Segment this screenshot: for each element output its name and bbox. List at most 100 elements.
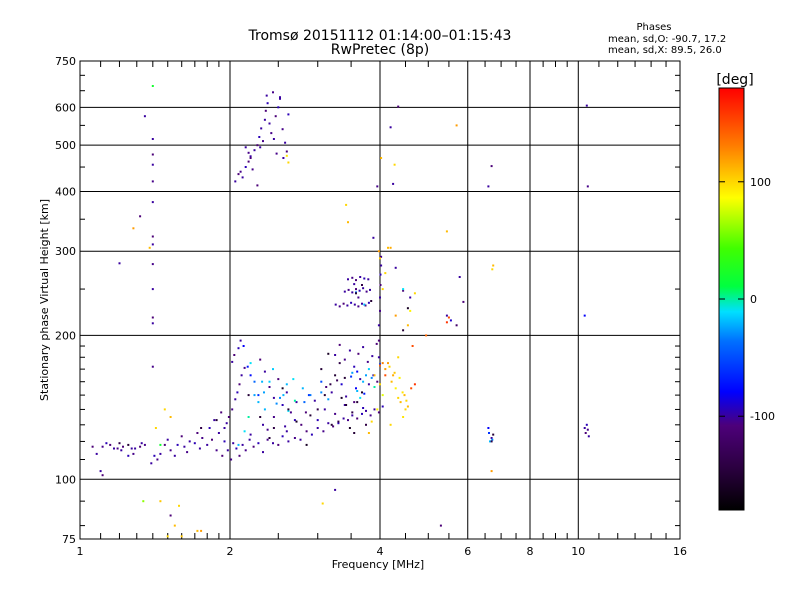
data-point: [357, 352, 360, 355]
data-point: [327, 422, 330, 425]
data-point: [403, 394, 406, 397]
data-point: [439, 524, 442, 527]
data-point: [585, 104, 588, 107]
data-point: [237, 347, 240, 350]
phases-x-stats: mean, sd,X: 89.5, 26.0: [608, 45, 722, 56]
data-point: [363, 392, 366, 395]
data-point: [307, 394, 310, 397]
data-point: [361, 284, 363, 286]
data-point: [277, 443, 280, 446]
data-point: [221, 454, 224, 457]
data-point: [299, 438, 302, 441]
data-point: [359, 276, 362, 278]
data-point: [343, 376, 346, 379]
data-point: [338, 362, 341, 365]
data-point: [268, 380, 271, 383]
data-point: [293, 419, 296, 422]
data-point: [330, 423, 333, 426]
data-point: [206, 443, 209, 446]
data-point: [247, 160, 250, 163]
data-point: [394, 266, 397, 269]
data-point: [380, 264, 383, 267]
data-point: [279, 97, 281, 100]
data-point: [491, 438, 494, 441]
data-point: [425, 334, 428, 337]
x-axis-label: Frequency [MHz]: [332, 558, 424, 571]
data-point: [384, 272, 387, 275]
colorbar-label: [deg]: [716, 72, 753, 88]
data-point: [345, 203, 348, 206]
data-point: [375, 342, 378, 345]
data-point: [262, 423, 264, 426]
data-point: [285, 391, 288, 394]
data-point: [353, 401, 356, 404]
data-point: [381, 362, 384, 365]
data-point: [132, 227, 135, 230]
data-point: [262, 140, 264, 143]
x-tick-label: 10: [571, 545, 585, 558]
data-point: [332, 425, 335, 428]
data-point: [180, 535, 183, 538]
data-point: [231, 360, 234, 363]
data-point: [356, 401, 359, 404]
data-point: [586, 185, 589, 188]
data-point: [490, 470, 493, 473]
data-point: [343, 404, 346, 406]
data-point: [249, 374, 252, 377]
data-point: [334, 354, 337, 356]
data-point: [369, 288, 371, 291]
data-point: [266, 438, 269, 441]
data-point: [362, 380, 365, 383]
data-point: [348, 427, 351, 429]
data-point: [180, 435, 183, 438]
data-point: [367, 301, 370, 304]
data-point: [154, 427, 157, 429]
data-point: [337, 422, 340, 425]
data-point: [304, 411, 307, 414]
data-point: [394, 314, 397, 317]
data-point: [282, 157, 285, 159]
chart-subtitle: RwPretec (8p): [331, 42, 429, 58]
data-point: [337, 420, 340, 423]
data-point: [151, 263, 154, 266]
data-point: [348, 349, 351, 352]
data-point: [249, 157, 252, 159]
data-point: [163, 443, 166, 446]
data-point: [287, 440, 290, 443]
data-point: [327, 398, 330, 401]
data-point: [186, 451, 189, 454]
data-point: [252, 445, 255, 448]
data-point: [397, 105, 400, 108]
data-point: [384, 368, 387, 371]
data-point: [387, 362, 389, 365]
data-point: [334, 488, 337, 491]
data-point: [259, 416, 262, 418]
data-point: [492, 433, 495, 436]
data-point: [275, 152, 278, 155]
data-point: [95, 452, 98, 455]
data-point: [151, 235, 154, 238]
data-point: [490, 437, 493, 439]
data-point: [413, 292, 416, 295]
data-point: [211, 438, 213, 441]
data-point: [249, 433, 252, 436]
data-point: [127, 443, 130, 446]
chart-title: Tromsø 20151112 01:14:00–01:15:43: [248, 28, 512, 44]
y-tick-label: 75: [62, 533, 76, 546]
data-point: [398, 376, 401, 379]
data-point: [151, 365, 154, 368]
data-point: [241, 443, 244, 446]
data-point: [343, 290, 346, 293]
data-point: [365, 409, 367, 412]
data-point: [373, 386, 376, 388]
data-point: [365, 290, 368, 293]
data-point: [377, 356, 380, 359]
x-tick-label: 16: [673, 545, 687, 558]
data-point: [173, 454, 176, 457]
data-point: [281, 435, 284, 438]
data-point: [281, 387, 284, 390]
data-point: [220, 411, 223, 414]
data-point: [236, 391, 239, 394]
data-point: [462, 300, 465, 303]
